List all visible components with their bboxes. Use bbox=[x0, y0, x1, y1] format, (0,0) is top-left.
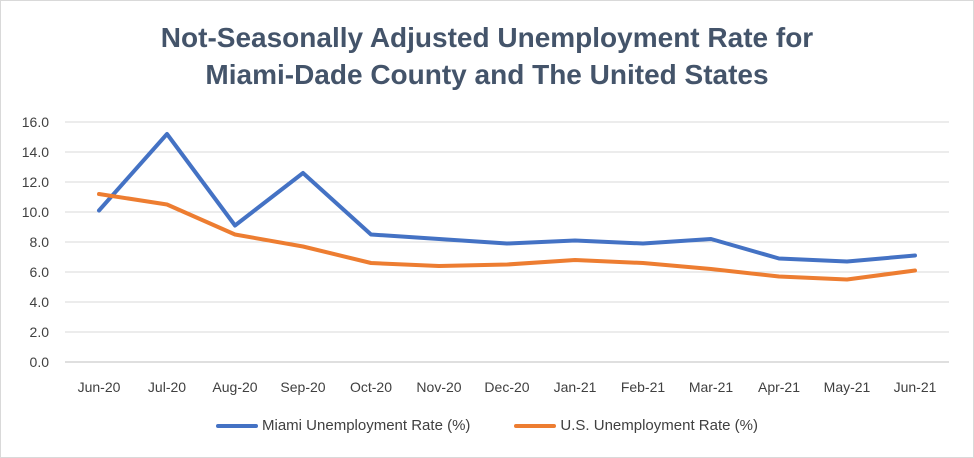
y-tick-label: 2.0 bbox=[30, 324, 50, 340]
y-tick-label: 10.0 bbox=[22, 204, 49, 220]
x-tick-label: Jun-20 bbox=[78, 379, 121, 395]
y-axis-tick-labels: 0.0 2.0 4.0 6.0 8.0 10.0 12.0 14.0 16.0 bbox=[22, 114, 49, 370]
legend-item-miami: Miami Unemployment Rate (%) bbox=[216, 417, 470, 434]
x-tick-label: Apr-21 bbox=[758, 379, 800, 395]
y-tick-label: 14.0 bbox=[22, 144, 49, 160]
y-tick-label: 6.0 bbox=[30, 264, 50, 280]
y-tick-label: 12.0 bbox=[22, 174, 49, 190]
x-tick-label: Sep-20 bbox=[280, 379, 325, 395]
legend-label-miami: Miami Unemployment Rate (%) bbox=[262, 417, 471, 434]
chart-title: Not-Seasonally Adjusted Unemployment Rat… bbox=[1, 19, 973, 93]
x-tick-label: Feb-21 bbox=[621, 379, 666, 395]
legend-swatch-miami bbox=[216, 423, 259, 428]
x-tick-label: Jul-20 bbox=[148, 379, 186, 395]
legend: Miami Unemployment Rate (%) U.S. Unemplo… bbox=[1, 417, 973, 434]
y-tick-label: 0.0 bbox=[30, 354, 50, 370]
x-tick-label: Oct-20 bbox=[350, 379, 392, 395]
series-line-miami bbox=[97, 132, 917, 264]
y-tick-label: 8.0 bbox=[30, 234, 50, 250]
x-tick-label: Jan-21 bbox=[554, 379, 597, 395]
x-axis-tick-labels: Jun-20 Jul-20 Aug-20 Sep-20 Oct-20 Nov-20 Dec-… bbox=[78, 379, 937, 395]
x-tick-label: Nov-20 bbox=[416, 379, 461, 395]
series-line-us bbox=[97, 192, 917, 282]
x-tick-label: Jun-21 bbox=[894, 379, 937, 395]
y-tick-label: 16.0 bbox=[22, 114, 49, 130]
x-tick-label: Aug-20 bbox=[212, 379, 257, 395]
x-tick-label: Mar-21 bbox=[689, 379, 734, 395]
y-tick-label: 4.0 bbox=[30, 294, 50, 310]
x-tick-label: Dec-20 bbox=[484, 379, 529, 395]
legend-item-us: U.S. Unemployment Rate (%) bbox=[514, 417, 758, 434]
x-tick-label: May-21 bbox=[824, 379, 871, 395]
series-lines bbox=[97, 132, 917, 282]
gridlines bbox=[65, 121, 949, 363]
chart-title-line-1: Not-Seasonally Adjusted Unemployment Rat… bbox=[160, 22, 814, 53]
chart-title-line-2: Miami-Dade County and The United States bbox=[205, 59, 769, 90]
legend-label-us: U.S. Unemployment Rate (%) bbox=[560, 417, 758, 434]
legend-swatch-us bbox=[514, 423, 557, 428]
